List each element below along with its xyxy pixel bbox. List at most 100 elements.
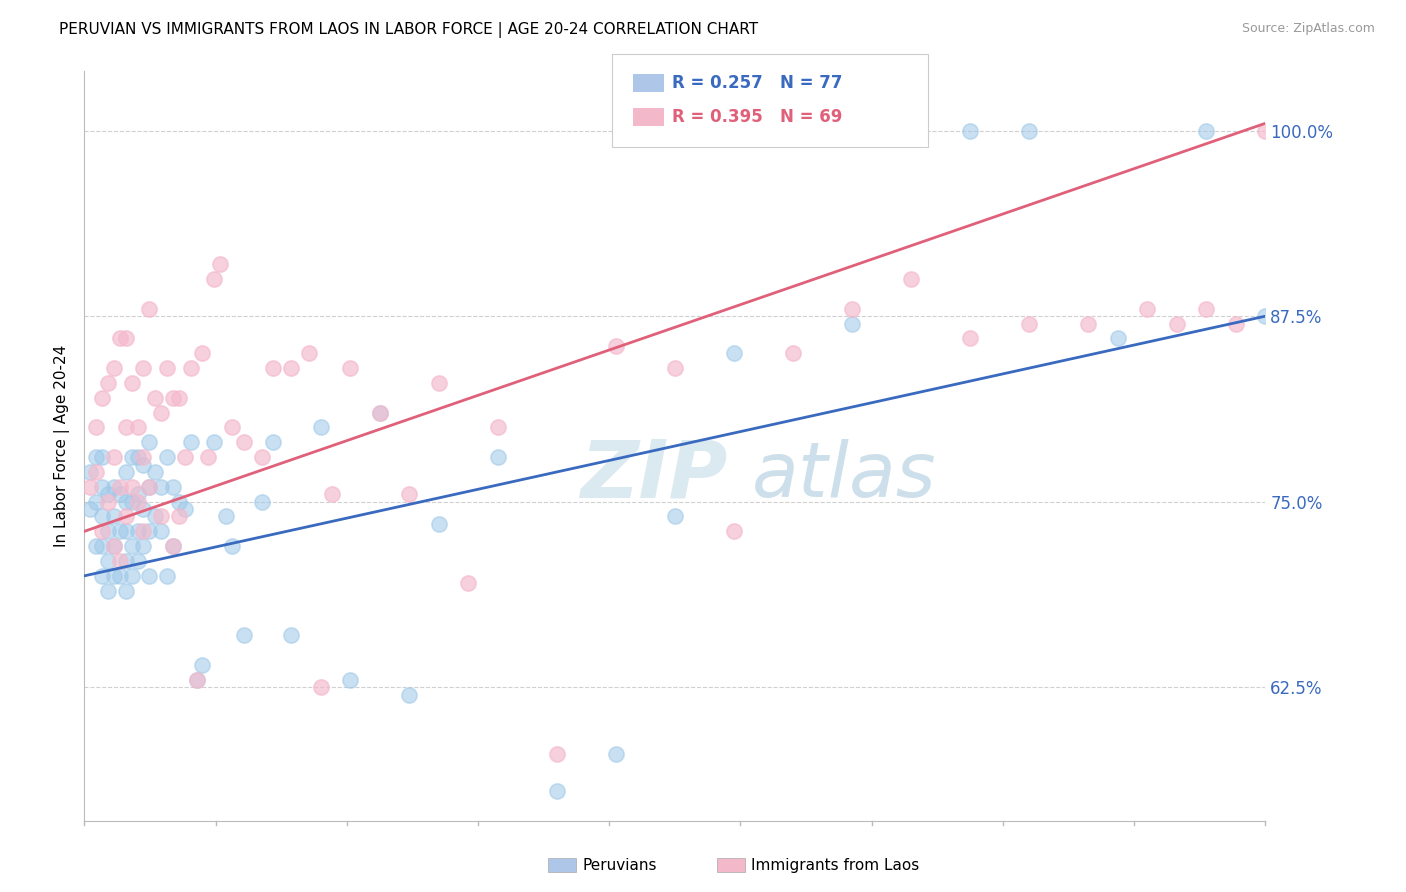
Point xyxy=(97,487,120,501)
Point xyxy=(114,420,136,434)
Point xyxy=(723,346,745,360)
Point xyxy=(79,502,101,516)
Point xyxy=(546,784,568,798)
Point xyxy=(186,673,208,687)
Point xyxy=(84,494,107,508)
Point xyxy=(91,539,114,553)
Point xyxy=(191,657,214,672)
Point xyxy=(114,465,136,479)
Point xyxy=(202,272,225,286)
Point xyxy=(138,480,160,494)
Point xyxy=(309,420,332,434)
Text: ZIP: ZIP xyxy=(581,437,728,515)
Point xyxy=(114,331,136,345)
Point xyxy=(108,554,131,568)
Point xyxy=(162,539,184,553)
Point xyxy=(150,524,173,539)
Point xyxy=(900,272,922,286)
Point xyxy=(457,576,479,591)
Point xyxy=(114,583,136,598)
Point xyxy=(132,502,155,516)
Point xyxy=(262,361,284,376)
Point xyxy=(221,539,243,553)
Point xyxy=(132,450,155,464)
Point xyxy=(167,494,190,508)
Point xyxy=(398,688,420,702)
Point xyxy=(103,450,125,464)
Point xyxy=(1107,331,1129,345)
Point xyxy=(209,257,232,271)
Point xyxy=(121,494,143,508)
Point xyxy=(250,494,273,508)
Point xyxy=(103,539,125,553)
Point xyxy=(114,524,136,539)
Point xyxy=(841,317,863,331)
Point xyxy=(143,465,166,479)
Point xyxy=(1018,317,1040,331)
Point xyxy=(138,301,160,316)
Point xyxy=(127,554,149,568)
Point xyxy=(605,747,627,761)
Point xyxy=(121,450,143,464)
Point xyxy=(262,435,284,450)
Point xyxy=(1195,124,1218,138)
Point xyxy=(121,569,143,583)
Point xyxy=(1195,301,1218,316)
Point xyxy=(84,539,107,553)
Point xyxy=(339,361,361,376)
Point xyxy=(167,509,190,524)
Point xyxy=(97,494,120,508)
Point xyxy=(162,539,184,553)
Point xyxy=(173,450,195,464)
Point xyxy=(280,628,302,642)
Point xyxy=(162,391,184,405)
Point xyxy=(79,480,101,494)
Text: R = 0.395   N = 69: R = 0.395 N = 69 xyxy=(672,108,842,126)
Point xyxy=(150,406,173,420)
Point xyxy=(368,406,391,420)
Point xyxy=(339,673,361,687)
Point xyxy=(108,331,131,345)
Point xyxy=(167,391,190,405)
Point xyxy=(91,480,114,494)
Point xyxy=(280,361,302,376)
Point xyxy=(127,487,149,501)
Point xyxy=(1018,124,1040,138)
Point xyxy=(97,376,120,390)
Point xyxy=(162,480,184,494)
Point xyxy=(127,420,149,434)
Point xyxy=(1254,124,1277,138)
Point xyxy=(132,458,155,472)
Point xyxy=(143,391,166,405)
Point xyxy=(1077,317,1099,331)
Point xyxy=(132,539,155,553)
Text: Immigrants from Laos: Immigrants from Laos xyxy=(751,858,920,872)
Point xyxy=(121,480,143,494)
Point xyxy=(138,524,160,539)
Point xyxy=(1136,301,1159,316)
Point xyxy=(121,539,143,553)
Point xyxy=(197,450,219,464)
Point xyxy=(103,480,125,494)
Point xyxy=(108,487,131,501)
Y-axis label: In Labor Force | Age 20-24: In Labor Force | Age 20-24 xyxy=(55,345,70,547)
Text: R = 0.257   N = 77: R = 0.257 N = 77 xyxy=(672,74,842,92)
Point xyxy=(103,569,125,583)
Point xyxy=(156,569,179,583)
Point xyxy=(97,554,120,568)
Point xyxy=(232,628,254,642)
Point xyxy=(191,346,214,360)
Point xyxy=(180,361,202,376)
Point xyxy=(91,569,114,583)
Point xyxy=(321,487,343,501)
Point xyxy=(221,420,243,434)
Point xyxy=(114,494,136,508)
Point xyxy=(91,450,114,464)
Point xyxy=(959,331,981,345)
Point xyxy=(782,346,804,360)
Point xyxy=(186,673,208,687)
Point xyxy=(132,361,155,376)
Point xyxy=(127,494,149,508)
Point xyxy=(250,450,273,464)
Point xyxy=(150,509,173,524)
